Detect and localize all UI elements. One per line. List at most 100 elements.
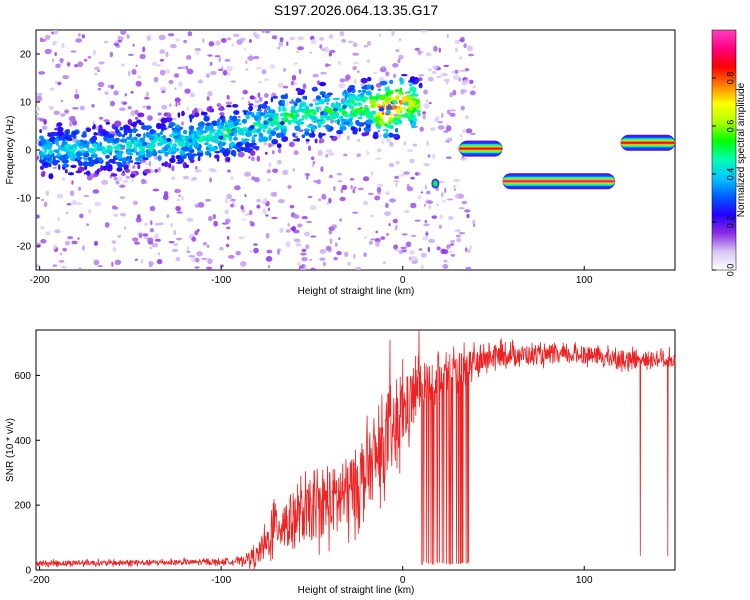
spectrogram-noise-cell bbox=[427, 76, 434, 82]
spectrogram-noise-cell bbox=[262, 208, 267, 215]
spectrogram-noise-cell bbox=[328, 229, 333, 235]
spectrogram-ridge-cell bbox=[301, 115, 305, 119]
spectrogram-noise-cell bbox=[36, 156, 40, 160]
spectrogram-ridge-cell bbox=[72, 131, 78, 136]
spectrogram-ridge-cell bbox=[348, 118, 353, 125]
spectrogram-noise-cell bbox=[437, 180, 445, 184]
spectrogram-noise-cell bbox=[261, 30, 265, 33]
spectrogram-ridge-cell bbox=[270, 96, 274, 103]
spectrogram-noise-cell bbox=[208, 216, 213, 222]
spectrogram-ridge-cell bbox=[116, 152, 123, 159]
spectrogram-noise-cell bbox=[293, 150, 299, 156]
spectrogram-noise-cell bbox=[115, 180, 120, 185]
spectrogram-ridge-cell bbox=[232, 104, 239, 108]
spectrogram-ridge-cell bbox=[75, 140, 82, 145]
spectrogram-noise-cell bbox=[291, 80, 294, 86]
spectrogram-ridge-cell bbox=[322, 115, 327, 119]
spectrogram-noise-cell bbox=[406, 241, 412, 248]
spectrogram-noise-cell bbox=[135, 64, 138, 67]
spectrogram-noise-cell bbox=[182, 175, 189, 180]
spectrogram-noise-cell bbox=[472, 85, 477, 88]
spectrogram-ridge-cell bbox=[106, 145, 113, 151]
spectrogram-noise-cell bbox=[461, 200, 467, 205]
spectrogram-ridge-cell bbox=[305, 138, 310, 142]
spectrogram-noise-cell bbox=[139, 53, 146, 60]
spectrogram-peak-cell bbox=[142, 141, 147, 146]
spectrogram-noise-cell bbox=[450, 253, 456, 257]
spectrogram-noise-cell bbox=[363, 200, 369, 206]
spectrogram-ridge-cell bbox=[370, 84, 374, 91]
spectrogram-noise-cell bbox=[213, 220, 219, 227]
spectrogram-ridge-cell bbox=[409, 83, 413, 87]
spectrogram-ridge-cell bbox=[296, 137, 300, 142]
spectrogram-noise-cell bbox=[253, 104, 259, 108]
spectrogram-noise-cell bbox=[258, 96, 263, 102]
spectrogram-noise-cell bbox=[167, 33, 175, 37]
spectrogram-ridge-cell bbox=[295, 98, 302, 103]
spectrogram-noise-cell bbox=[307, 145, 312, 152]
spectrogram-noise-cell bbox=[452, 184, 457, 189]
spectrogram-ridge-cell bbox=[318, 132, 323, 139]
spectrogram-ridge-cell bbox=[167, 113, 172, 118]
spectrogram-ridge-cell bbox=[409, 86, 417, 93]
spectrogram-noise-cell bbox=[52, 264, 58, 267]
spectrogram-noise-cell bbox=[71, 240, 78, 245]
spectrogram-noise-cell bbox=[219, 112, 225, 116]
spectrogram-ridge-cell bbox=[137, 150, 144, 156]
spectrogram-noise-cell bbox=[407, 149, 413, 153]
spectrogram-noise-cell bbox=[174, 97, 181, 103]
spectrogram-ridge-cell bbox=[134, 116, 139, 120]
spectrogram-noise-cell bbox=[189, 92, 195, 98]
spectrogram-noise-cell bbox=[36, 95, 43, 102]
spectrogram-noise-cell bbox=[357, 139, 360, 142]
snr-y-tick-label: 200 bbox=[14, 501, 31, 512]
spectrogram-noise-cell bbox=[196, 228, 200, 232]
spectrogram-noise-cell bbox=[59, 62, 64, 65]
spectrogram-ridge-cell bbox=[292, 132, 296, 137]
spectrogram-noise-cell bbox=[53, 244, 57, 250]
spectrogram-peak-cell bbox=[249, 125, 255, 129]
spectrogram-ridge-cell bbox=[85, 127, 92, 133]
spectrogram-noise-cell bbox=[366, 40, 372, 47]
spectrogram-ridge-cell bbox=[342, 93, 346, 97]
spectrogram-ridge-cell bbox=[387, 119, 394, 124]
spectrogram-noise-cell bbox=[53, 110, 60, 116]
spectrogram-noise-cell bbox=[297, 46, 304, 51]
spectrogram-noise-cell bbox=[389, 198, 396, 203]
spectrogram-noise-cell bbox=[147, 241, 154, 245]
spectrogram-ridge-cell bbox=[214, 131, 221, 138]
spectrogram-noise-cell bbox=[267, 264, 271, 269]
spectrogram-noise-cell bbox=[74, 64, 78, 68]
spectrogram-noise-cell bbox=[420, 30, 428, 33]
spectrogram-noise-cell bbox=[112, 246, 117, 252]
spectrogram-ridge-cell bbox=[197, 156, 201, 162]
spectrogram-noise-cell bbox=[177, 198, 181, 202]
spectrogram-noise-cell bbox=[292, 229, 300, 234]
spectrogram-noise-cell bbox=[36, 264, 40, 268]
spectrogram-noise-cell bbox=[329, 49, 336, 53]
spectrogram-noise-cell bbox=[209, 61, 213, 66]
spectrogram-ridge-cell bbox=[386, 85, 390, 93]
spectrogram-ridge-cell bbox=[40, 138, 47, 144]
spectrogram-ridge-cell bbox=[63, 148, 68, 152]
spectrogram-ridge-cell bbox=[56, 122, 63, 127]
snr-x-ticks: -200 -100 0 100 bbox=[30, 566, 593, 586]
spectrogram-noise-cell bbox=[304, 231, 310, 237]
spectrogram-noise-cell bbox=[428, 205, 432, 210]
spectrogram-noise-cell bbox=[81, 245, 85, 251]
spectrogram-noise-cell bbox=[324, 63, 329, 68]
colorbar-tick-label: 0.2 bbox=[726, 216, 736, 229]
spectrogram-ridge-cell bbox=[348, 85, 356, 89]
spectrogram-noise-cell bbox=[393, 73, 396, 79]
spectrogram-noise-cell bbox=[245, 68, 249, 71]
spectrogram-noise-cell bbox=[253, 243, 258, 246]
spectrogram-noise-cell bbox=[408, 250, 416, 255]
spectrogram-noise-cell bbox=[254, 100, 261, 104]
spectrogram-noise-cell bbox=[207, 258, 213, 265]
spectrogram-noise-cell bbox=[93, 240, 99, 247]
spectrogram-ridge-cell bbox=[329, 135, 334, 138]
spectrogram-ridge-cell bbox=[56, 130, 64, 137]
spectrogram-noise-cell bbox=[428, 238, 435, 243]
spectrogram-ridge-cell bbox=[219, 126, 224, 129]
